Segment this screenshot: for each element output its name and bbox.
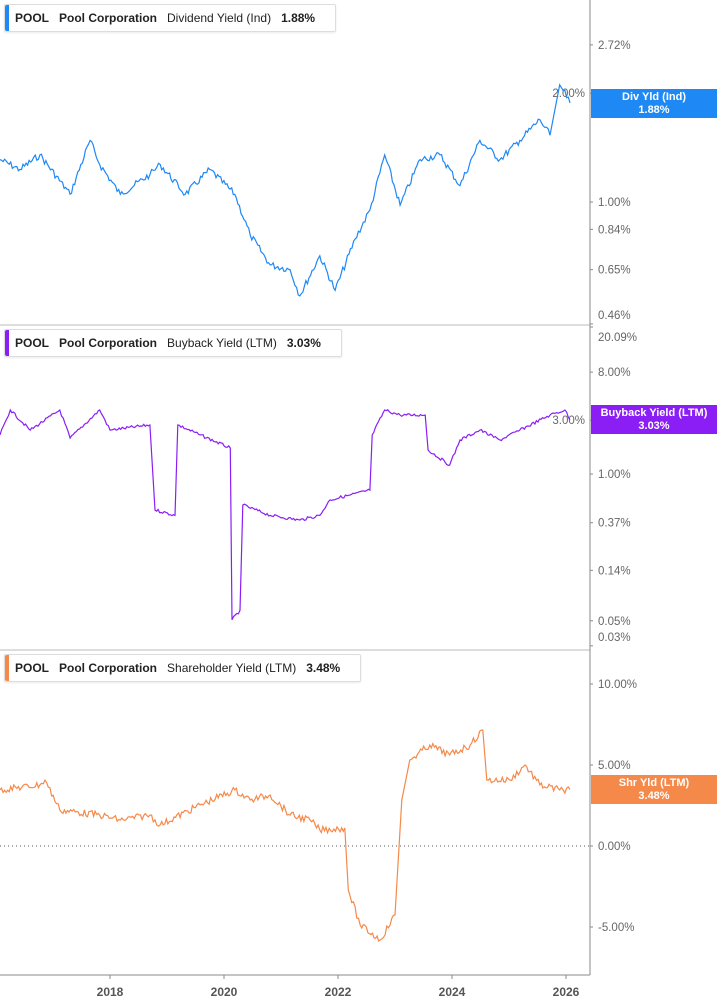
badge-value: 3.48% xyxy=(638,790,670,802)
legend-dividend-yield: POOL Pool Corporation Dividend Yield (In… xyxy=(4,4,337,32)
y-tick-label: 2.72% xyxy=(598,40,631,52)
current-value-badge-dividend: Div Yld (Ind) 1.88% xyxy=(591,89,717,118)
series-line-middle xyxy=(0,408,571,621)
badge-label: Buyback Yield (LTM) xyxy=(600,407,708,419)
legend-value: 1.88% xyxy=(281,11,316,25)
legend-metric: Buyback Yield (LTM) xyxy=(167,336,277,350)
legend-color-bar xyxy=(5,655,9,681)
y-tick-label: -5.00% xyxy=(598,922,634,934)
legend-value: 3.48% xyxy=(306,661,341,675)
legend-ticker: POOL xyxy=(15,11,50,25)
legend-buyback-yield: POOL Pool Corporation Buyback Yield (LTM… xyxy=(4,329,342,357)
badge-value: 3.03% xyxy=(638,420,670,432)
legend-value: 3.03% xyxy=(286,336,321,350)
y-tick-label: 2.00% xyxy=(552,88,585,100)
y-tick-label: 1.00% xyxy=(598,197,631,209)
legend-company: Pool Corporation xyxy=(59,11,158,25)
badge-label: Shr Yld (LTM) xyxy=(618,777,690,789)
series-line-top xyxy=(0,83,571,297)
x-tick-label: 2024 xyxy=(439,985,466,999)
x-tick-label: 2026 xyxy=(553,985,580,999)
legend-ticker: POOL xyxy=(15,336,50,350)
legend-company: Pool Corporation xyxy=(59,661,158,675)
legend-company: Pool Corporation xyxy=(59,336,158,350)
badge-value: 1.88% xyxy=(638,104,670,116)
y-tick-label: 0.05% xyxy=(598,616,631,628)
x-tick-label: 2018 xyxy=(97,985,124,999)
current-value-badge-shareholder: Shr Yld (LTM) 3.48% xyxy=(591,775,717,804)
y-tick-label: 0.14% xyxy=(598,565,631,577)
y-tick-label: 0.65% xyxy=(598,265,631,277)
y-tick-label: 8.00% xyxy=(598,367,631,379)
series-line-bottom xyxy=(0,729,571,942)
y-tick-label: 3.00% xyxy=(552,415,585,427)
legend-color-bar xyxy=(5,5,9,31)
y-tick-label: 0.46% xyxy=(598,310,631,322)
legend-shareholder-yield: POOL Pool Corporation Shareholder Yield … xyxy=(4,654,362,682)
x-tick-label: 2020 xyxy=(211,985,238,999)
current-value-badge-buyback: Buyback Yield (LTM) 3.03% xyxy=(591,405,717,434)
y-tick-label: 0.03% xyxy=(598,632,631,644)
legend-ticker: POOL xyxy=(15,661,50,675)
y-tick-label: 10.00% xyxy=(598,679,637,691)
y-tick-label: 5.00% xyxy=(598,760,631,772)
legend-metric: Shareholder Yield (LTM) xyxy=(167,661,297,675)
y-tick-label: 0.00% xyxy=(598,841,631,853)
badge-label: Div Yld (Ind) xyxy=(622,91,686,103)
x-tick-label: 2022 xyxy=(325,985,352,999)
legend-metric: Dividend Yield (Ind) xyxy=(167,11,272,25)
y-tick-label: 1.00% xyxy=(598,469,631,481)
y-tick-label: 0.37% xyxy=(598,518,631,530)
y-tick-label: 0.84% xyxy=(598,224,631,236)
y-tick-label: 20.09% xyxy=(598,332,637,344)
legend-color-bar xyxy=(5,330,9,356)
